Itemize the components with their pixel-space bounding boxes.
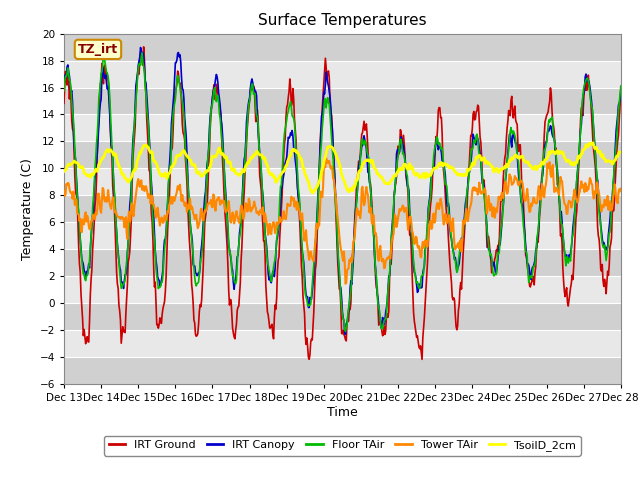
Tower TAir [568,204,575,210]
IRT Ground [207,111,215,117]
Y-axis label: Temperature (C): Temperature (C) [21,158,34,260]
Line: IRT Canopy: IRT Canopy [64,48,621,335]
IRT Canopy [445,201,452,206]
Bar [64,168,621,195]
IRT Ground [445,235,452,240]
Text: TZ_irt: TZ_irt [78,43,118,56]
Line: Floor TAir: Floor TAir [64,53,621,332]
Bar [64,222,621,249]
Line: IRT Ground: IRT Ground [64,47,621,360]
IRT Ground [60,100,68,106]
TsoilD_2cm [589,140,597,146]
IRT Canopy [390,210,397,216]
Bar [64,249,621,276]
Tower TAir [335,225,342,230]
Tower TAir [323,156,330,161]
Bar [64,303,621,330]
IRT Ground [568,281,575,287]
IRT Ground [183,180,191,186]
Line: TsoilD_2cm: TsoilD_2cm [64,143,621,193]
IRT Canopy [207,108,215,114]
Bar [64,195,621,222]
X-axis label: Time: Time [327,406,358,419]
Floor TAir [207,108,215,114]
IRT Ground [140,44,147,50]
TsoilD_2cm [617,149,625,155]
IRT Canopy [335,261,342,266]
TsoilD_2cm [389,175,397,181]
Tower TAir [60,189,68,194]
TsoilD_2cm [309,190,317,196]
Floor TAir [138,50,146,56]
IRT Ground [335,273,342,278]
Bar [64,60,621,87]
Bar [64,357,621,384]
TsoilD_2cm [206,164,214,169]
Floor TAir [335,259,342,264]
Bar [64,330,621,357]
IRT Canopy [137,45,145,50]
Floor TAir [617,83,625,89]
IRT Canopy [342,332,349,337]
IRT Ground [389,232,397,238]
Tower TAir [617,186,625,192]
Tower TAir [182,200,190,205]
IRT Canopy [617,88,625,94]
IRT Canopy [568,245,575,251]
Line: Tower TAir: Tower TAir [64,158,621,284]
Title: Surface Temperatures: Surface Temperatures [258,13,427,28]
Bar [64,276,621,303]
Bar [64,34,621,60]
IRT Canopy [60,79,68,85]
IRT Canopy [183,153,191,158]
Bar [64,142,621,168]
Bar [64,114,621,142]
Floor TAir [342,329,349,335]
Floor TAir [445,205,452,211]
TsoilD_2cm [60,168,68,174]
TsoilD_2cm [566,161,574,167]
Floor TAir [568,247,575,252]
Floor TAir [60,88,68,94]
Floor TAir [390,205,397,211]
TsoilD_2cm [182,152,190,158]
Floor TAir [183,166,191,171]
Legend: IRT Ground, IRT Canopy, Floor TAir, Tower TAir, TsoilD_2cm: IRT Ground, IRT Canopy, Floor TAir, Towe… [104,436,580,456]
Tower TAir [390,232,397,238]
Tower TAir [445,216,452,221]
Bar [64,87,621,114]
IRT Ground [617,93,625,98]
TsoilD_2cm [335,158,342,164]
Tower TAir [342,281,349,287]
IRT Ground [418,357,426,362]
TsoilD_2cm [444,162,451,168]
Tower TAir [206,200,214,206]
